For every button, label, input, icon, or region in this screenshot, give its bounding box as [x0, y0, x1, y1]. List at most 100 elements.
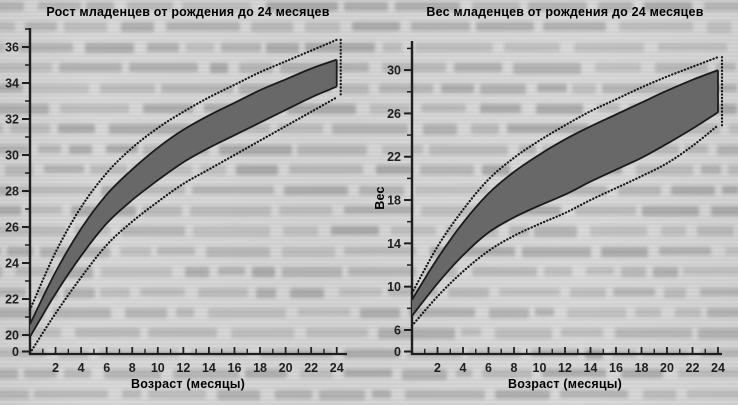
ghost-word: [494, 328, 552, 339]
ghost-word: [305, 328, 369, 337]
ghost-word: [375, 165, 413, 174]
ghost-word: [561, 328, 604, 337]
ghost-word: [300, 369, 334, 379]
ghost-word: [339, 83, 369, 94]
ghost-word: [100, 267, 172, 278]
height-chart-x-tick-label: 10: [151, 361, 165, 375]
ghost-word: [659, 246, 711, 256]
ghost-word: [53, 308, 112, 319]
ghost-word: [208, 308, 286, 319]
ghost-word: [189, 206, 271, 216]
ghost-word: [43, 165, 84, 174]
height-chart-x-tick-label: 8: [129, 361, 136, 375]
ghost-word: [265, 2, 338, 12]
ghost-word: [657, 42, 728, 52]
ghost-word: [218, 144, 293, 156]
ghost-word: [157, 246, 195, 255]
ghost-word: [415, 42, 493, 52]
ghost-word: [382, 63, 446, 73]
ghost-word: [661, 226, 686, 236]
weight-chart-x-tick-label: 10: [533, 361, 547, 375]
ghost-word: [378, 83, 434, 94]
ghost-word: [14, 267, 54, 276]
ghost-word: [0, 308, 44, 318]
ghost-word: [6, 246, 34, 256]
ghost-word: [684, 144, 709, 154]
ghost-word: [504, 42, 560, 52]
ghost-word: [0, 287, 27, 297]
ghost-word: [700, 165, 722, 174]
ghost-word: [645, 144, 680, 155]
ghost-word: [289, 165, 363, 175]
weight-chart-y-zero-label: 0: [394, 345, 401, 359]
height-chart-x-tick-label: 16: [228, 361, 242, 375]
height-chart-y-tick-label: 22: [5, 293, 19, 307]
ghost-word: [0, 348, 46, 357]
ghost-word: [34, 389, 108, 399]
ghost-word: [448, 287, 489, 298]
ghost-word: [528, 2, 587, 12]
ghost-word: [298, 308, 351, 317]
ghost-word: [471, 124, 499, 134]
ghost-word: [284, 185, 348, 195]
ghost-word: [148, 389, 207, 399]
ghost-word: [415, 185, 489, 195]
height-chart-percentile-band: [30, 59, 337, 337]
ghost-word: [0, 2, 25, 12]
ghost-word: [598, 2, 634, 12]
ghost-word: [614, 328, 692, 339]
ghost-word: [619, 22, 693, 31]
ghost-word: [281, 246, 335, 257]
height-chart-y-tick-label: 26: [5, 221, 19, 235]
ghost-word: [535, 104, 584, 115]
ghost-word: [687, 389, 738, 399]
height-chart-x-tick-label: 12: [176, 361, 190, 375]
ghost-word: [0, 206, 21, 215]
ghost-word: [142, 104, 193, 113]
ghost-word: [642, 389, 677, 400]
ghost-word: [455, 369, 473, 378]
weight-chart-y-tick-label: 30: [387, 64, 401, 78]
ghost-word: [38, 144, 61, 154]
ghost-word: [63, 287, 95, 298]
ghost-word: [24, 22, 57, 32]
weight-chart-x-tick-label: 8: [511, 361, 518, 375]
ghost-word: [304, 22, 340, 33]
ghost-word: [572, 83, 597, 94]
ghost-word: [192, 226, 270, 237]
height-chart-y-tick-label: 24: [5, 257, 19, 271]
ghost-word: [120, 226, 185, 236]
ghost-word: [0, 369, 19, 379]
ghost-word: [573, 42, 644, 53]
ghost-word: [0, 389, 29, 399]
ghost-word: [509, 226, 529, 237]
ghost-word: [147, 328, 218, 338]
ghost-word: [697, 226, 734, 237]
ghost-word: [75, 328, 140, 338]
ghost-word: [0, 144, 30, 154]
ghost-word: [137, 185, 186, 194]
weight-chart-x-axis-label: Возраст (месяцы): [507, 377, 622, 391]
weight-chart-title: Вес младенцев от рождения до 24 месяцев: [426, 5, 704, 19]
ghost-word: [278, 124, 323, 134]
ghost-word: [495, 389, 550, 399]
ghost-word: [127, 2, 173, 11]
ghost-word: [166, 22, 240, 32]
ghost-word: [245, 369, 287, 378]
ghost-word: [105, 144, 138, 154]
ghost-word: [476, 22, 534, 31]
weight-chart-x-tick-label: 14: [584, 361, 598, 375]
ghost-word: [59, 63, 123, 73]
ghost-word: [541, 369, 606, 378]
weight-chart-band-upper-edge: [411, 69, 719, 301]
ghost-word: [391, 226, 436, 235]
ghost-word: [620, 369, 664, 378]
ghost-word: [569, 287, 607, 297]
height-chart-dotted-lower-curve: [28, 96, 338, 355]
height-chart-y-zero-label: 0: [12, 345, 19, 359]
ghost-word: [683, 267, 738, 276]
ghost-word: [27, 206, 63, 215]
weight-chart-x-tick-label: 24: [711, 361, 725, 375]
ghost-word: [331, 226, 379, 235]
